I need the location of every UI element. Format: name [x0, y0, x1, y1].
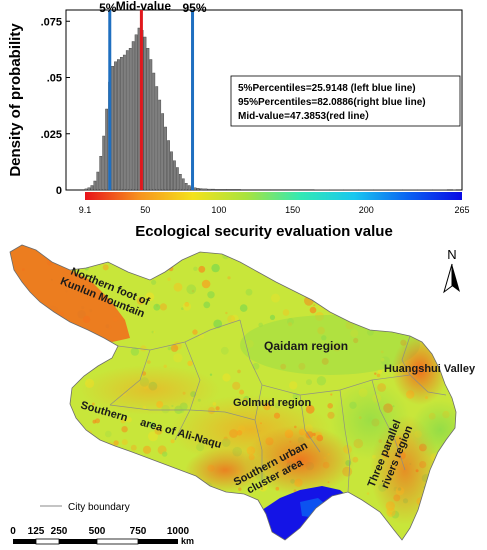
y-tick-label: 0 [56, 185, 62, 197]
stats-line-5pct: 5%Percentiles=25.9148 (left blue line) [238, 83, 416, 94]
histogram-bar [184, 183, 188, 191]
x-tick-label: 9.1 [79, 205, 92, 215]
histogram-bar [125, 50, 129, 191]
stats-line-mid: Mid-value=47.3853(red line） [238, 109, 375, 122]
x-tick-label: 265 [454, 205, 469, 215]
y-axis-label: Density of probability [7, 23, 24, 177]
region-label-golmud: Golmud region [233, 397, 312, 409]
histogram-bar [128, 48, 132, 191]
histogram-bar [152, 72, 156, 191]
x-tick-label: 50 [140, 205, 150, 215]
histogram-bar [155, 86, 159, 191]
legend: City boundary [40, 502, 130, 513]
colorbar [85, 192, 462, 200]
x-tick-label: 150 [285, 205, 300, 215]
histogram-bar [175, 167, 179, 191]
ecological-security-map: Northern foot of Kunlun Mountain Qaidam … [9, 244, 476, 546]
scale-tick-1000: 1000 [167, 526, 190, 537]
histogram-bar [211, 189, 226, 191]
percentile-lines: 5% Mid-value 95% [99, 0, 207, 190]
city-boundaries [109, 319, 447, 493]
histogram-bar [134, 34, 138, 191]
y-tick-labels: 0 .025 .05 .075 [41, 16, 70, 197]
x-tick-label: 100 [211, 205, 226, 215]
scale-unit: km [181, 536, 194, 546]
scale-tick-500: 500 [89, 526, 106, 537]
y-tick-label: .075 [41, 16, 62, 28]
histogram-bars [84, 27, 456, 191]
scale-tick-0: 0 [10, 526, 16, 537]
histogram-bar [111, 66, 114, 191]
histogram-chart: 5% Mid-value 95% 0 .025 .05 .075 Density of p… [7, 0, 470, 240]
region-label-huangshui: Huangshui Valley [384, 363, 476, 375]
scale-tick-125: 125 [28, 526, 45, 537]
histogram-bar [137, 27, 141, 191]
histogram-bar [122, 54, 126, 191]
region-label-qaidam: Qaidam region [264, 339, 348, 353]
histogram-bar [90, 185, 94, 191]
histogram-bar [84, 188, 88, 191]
x-tick-labels: 9.1 50 100 150 200 265 [79, 205, 470, 215]
histogram-bar [161, 113, 165, 191]
histogram-bar [131, 41, 135, 191]
histogram-bar [200, 188, 208, 191]
histogram-bar [164, 126, 167, 191]
histogram-bar [196, 187, 200, 191]
histogram-bar [93, 180, 97, 191]
histogram-bar [173, 160, 176, 191]
histogram-bar [96, 171, 100, 191]
histogram-bar [149, 59, 153, 191]
histogram-bar [102, 135, 106, 191]
histogram-bar [178, 174, 182, 191]
histogram-bar [120, 57, 123, 191]
histogram-bar [226, 189, 241, 191]
histogram-bar [167, 140, 170, 191]
histogram-bar [99, 156, 103, 191]
histogram-bar [181, 178, 185, 191]
histogram-bar [143, 36, 147, 191]
scale-bar: 0 125 250 500 750 1000 km [10, 526, 194, 546]
histogram-bar [193, 187, 197, 191]
x-tick-label: 200 [359, 205, 374, 215]
marker-label: 5% [99, 1, 117, 15]
y-tick-label: .025 [41, 129, 62, 141]
histogram-bar [117, 59, 120, 191]
y-tick-label: .05 [47, 73, 62, 85]
scale-tick-750: 750 [130, 526, 147, 537]
legend-label: City boundary [68, 502, 130, 513]
histogram-bar [170, 151, 173, 191]
histogram-bar [187, 185, 191, 191]
marker-label: 95% [183, 1, 207, 15]
scale-tick-250: 250 [51, 526, 68, 537]
x-axis-label: Ecological security evaluation value [135, 223, 393, 240]
marker-label: Mid-value [116, 0, 172, 13]
stats-line-95pct: 95%Percentiles=82.0886(right blue line) [238, 97, 426, 108]
svg-text:N: N [447, 247, 456, 262]
histogram-bar [146, 48, 150, 191]
north-arrow-icon: N [443, 247, 460, 294]
histogram-bar [158, 99, 162, 191]
histogram-bar [105, 108, 109, 191]
histogram-bar [87, 187, 91, 191]
stats-box: 5%Percentiles=25.9148 (left blue line) 9… [230, 75, 461, 127]
histogram-bar [114, 61, 117, 191]
